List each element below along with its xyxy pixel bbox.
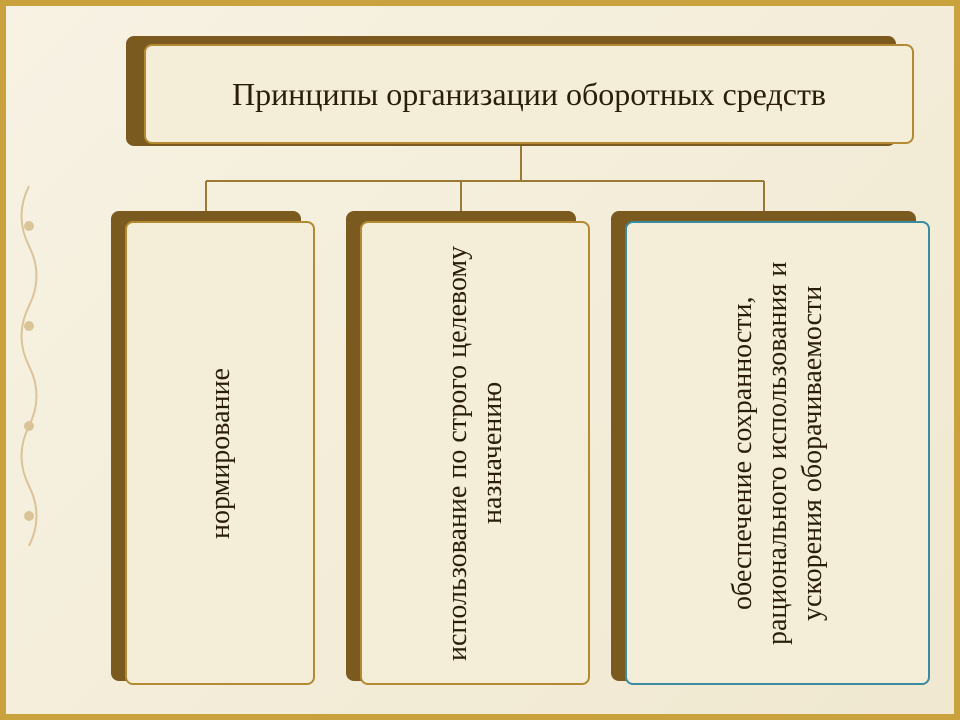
- child-label: нормирование: [203, 368, 238, 539]
- diagram-title-text: Принципы организации оборотных средств: [232, 76, 826, 113]
- child-face: нормирование: [125, 221, 315, 685]
- diagram-title-box: Принципы организации оборотных средств: [126, 36, 916, 146]
- slide-frame: Принципы организации оборотных средств н…: [0, 0, 960, 720]
- title-face: Принципы организации оборотных средств: [144, 44, 914, 144]
- child-label: использование по строго целевому назначе…: [440, 231, 510, 675]
- child-face: использование по строго целевому назначе…: [360, 221, 590, 685]
- ornament-left: [8, 186, 50, 546]
- child-box-c2: использование по строго целевому назначе…: [346, 211, 590, 691]
- child-label: обеспечение сохранности, рационального и…: [725, 231, 830, 675]
- child-box-c1: нормирование: [111, 211, 315, 691]
- child-box-c3: обеспечение сохранности, рационального и…: [611, 211, 930, 691]
- child-face: обеспечение сохранности, рационального и…: [625, 221, 930, 685]
